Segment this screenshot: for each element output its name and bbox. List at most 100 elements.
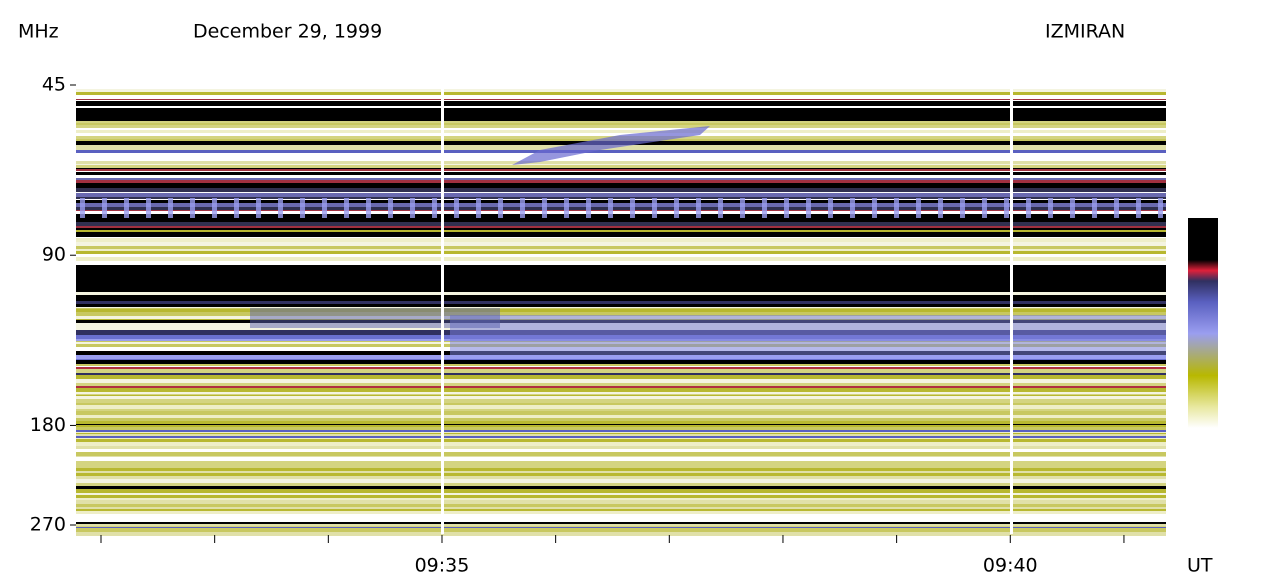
spectrum-row (76, 312, 1166, 315)
spectrum-row (76, 403, 1166, 405)
spectrum-row (76, 499, 1166, 500)
spectrum-tick (850, 198, 855, 218)
spectrum-tick (784, 198, 789, 218)
spectrum-row (76, 308, 1166, 309)
spectrum-row (76, 242, 1166, 246)
spectrum-tick (256, 198, 261, 218)
spectrum-tick (498, 198, 503, 218)
spectrum-tick (168, 198, 173, 218)
spectrum-row (76, 359, 1166, 360)
spectrum-row (76, 237, 1166, 238)
spectrum-row (76, 457, 1166, 461)
spectrum-row (76, 309, 1166, 312)
spectrum-row (76, 392, 1166, 394)
spectrum-tick (564, 198, 569, 218)
spectrum-row (76, 498, 1166, 499)
spectrum-row (76, 232, 1166, 234)
spectrum-row (76, 193, 1166, 197)
spectrum-row (76, 236, 1166, 237)
spectrum-row (76, 133, 1166, 136)
spectrum-row (76, 128, 1166, 130)
spectrum-row (76, 425, 1166, 427)
spectrum-row (76, 424, 1166, 425)
spectrum-row (76, 145, 1166, 149)
spectrum-row (76, 532, 1166, 536)
spectrum-row (76, 123, 1166, 125)
spectrum-row (76, 504, 1166, 507)
spectrum-tick (1136, 198, 1141, 218)
spectrum-row (76, 449, 1166, 452)
spectrum-row (76, 187, 1166, 188)
spectrum-row (76, 164, 1166, 165)
spectrum-row (76, 375, 1166, 379)
spectrum-row (76, 207, 1166, 210)
spectrum-row (76, 396, 1166, 399)
spectrum-tick (344, 198, 349, 218)
spectrum (76, 88, 1166, 536)
spectrum-band (250, 308, 500, 328)
spectrum-row (76, 436, 1166, 438)
spectrum-tick (1004, 198, 1009, 218)
spectrum-tick (476, 198, 481, 218)
spectrum-row (76, 104, 1166, 106)
spectrum-gap (441, 88, 444, 534)
spectrum-tick (124, 198, 129, 218)
spectrum-burst (512, 126, 710, 165)
spectrum-row (76, 433, 1166, 434)
spectrum-row (76, 228, 1166, 229)
spectrum-tick (102, 198, 107, 218)
spectrum-row (76, 301, 1166, 304)
spectrum-row (76, 386, 1166, 388)
spectrum-row (76, 197, 1166, 199)
spectrum-tick (520, 198, 525, 218)
spectrum-row (76, 373, 1166, 375)
spectrum-tick (828, 198, 833, 218)
spectrum-tick (454, 198, 459, 218)
spectrum-row (76, 229, 1166, 230)
spectrum-row (76, 251, 1166, 254)
spectrum-row (76, 200, 1166, 203)
spectrum-row (76, 446, 1166, 449)
spectrum-row (76, 411, 1166, 415)
spectrum-row (76, 222, 1166, 226)
observatory: IZMIRAN (1045, 21, 1125, 43)
spectrum-tick (674, 198, 679, 218)
spectrum-tick (762, 198, 767, 218)
spectrum-row (76, 125, 1166, 128)
spectrum-row (76, 217, 1166, 218)
spectrum-row (76, 461, 1166, 464)
spectrum-tick (300, 198, 305, 218)
spectrum-tick (938, 198, 943, 218)
spectrum-row (76, 188, 1166, 189)
y-tick-label: 90 (42, 244, 66, 266)
spectrum-row (76, 468, 1166, 471)
spectrum-row (76, 383, 1166, 386)
spectrum-tick (366, 198, 371, 218)
spectrum-row (76, 479, 1166, 483)
spectrum-row (76, 234, 1166, 236)
spectrum-row (76, 355, 1166, 358)
spectrum-row (76, 89, 1166, 90)
x-tick-label: 09:40 (983, 555, 1038, 577)
spectrum-row (76, 221, 1166, 222)
spectrum-row (76, 108, 1166, 111)
spectrum-row (76, 405, 1166, 409)
spectrum-row (76, 364, 1166, 366)
spectrum-row (76, 369, 1166, 373)
spectrum-row (76, 452, 1166, 456)
spectrum-row (76, 130, 1166, 133)
spectrum-row (76, 199, 1166, 200)
spectrum-row (76, 254, 1166, 257)
spectrum-tick (1114, 198, 1119, 218)
spectrum-row (76, 432, 1166, 433)
spectrum-row (76, 360, 1166, 364)
spectrum-tick (740, 198, 745, 218)
spectrum-row (76, 114, 1166, 118)
spectrum-row (76, 442, 1166, 446)
spectrum-row (76, 514, 1166, 518)
spectrum-tick (806, 198, 811, 218)
spectrum-row (76, 473, 1166, 476)
spectrum-row (76, 399, 1166, 403)
spectrum-tick (960, 198, 965, 218)
spectrum-row (76, 171, 1166, 172)
